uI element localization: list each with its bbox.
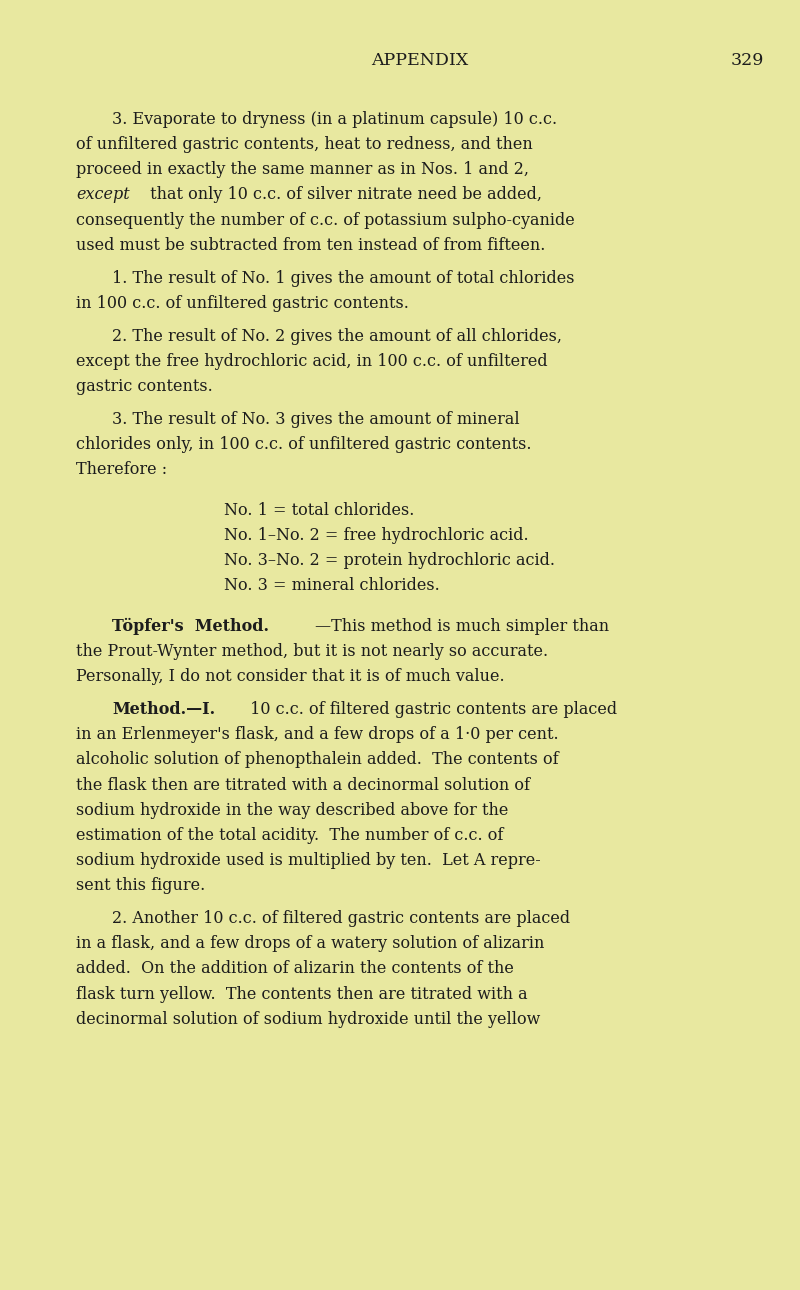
Text: 329: 329 xyxy=(730,52,764,68)
Text: chlorides only, in 100 c.c. of unfiltered gastric contents.: chlorides only, in 100 c.c. of unfiltere… xyxy=(76,436,531,453)
Text: that only 10 c.c. of silver nitrate need be added,: that only 10 c.c. of silver nitrate need… xyxy=(145,186,542,204)
Text: 2. Another 10 c.c. of filtered gastric contents are placed: 2. Another 10 c.c. of filtered gastric c… xyxy=(112,909,570,928)
Text: sodium hydroxide used is multiplied by ten.  Let A repre-: sodium hydroxide used is multiplied by t… xyxy=(76,851,541,869)
Text: APPENDIX: APPENDIX xyxy=(371,52,469,68)
Text: Method.—I.: Method.—I. xyxy=(112,700,215,719)
Text: No. 1–No. 2 = free hydrochloric acid.: No. 1–No. 2 = free hydrochloric acid. xyxy=(224,526,529,544)
Text: 3. Evaporate to dryness (in a platinum capsule) 10 c.c.: 3. Evaporate to dryness (in a platinum c… xyxy=(112,111,557,128)
Text: Töpfer's  Method.: Töpfer's Method. xyxy=(112,618,269,635)
Text: added.  On the addition of alizarin the contents of the: added. On the addition of alizarin the c… xyxy=(76,960,514,978)
Text: gastric contents.: gastric contents. xyxy=(76,378,213,395)
Text: flask turn yellow.  The contents then are titrated with a: flask turn yellow. The contents then are… xyxy=(76,986,528,1002)
Text: sent this figure.: sent this figure. xyxy=(76,877,206,894)
Text: except the free hydrochloric acid, in 100 c.c. of unfiltered: except the free hydrochloric acid, in 10… xyxy=(76,352,548,370)
Text: the Prout-Wynter method, but it is not nearly so accurate.: the Prout-Wynter method, but it is not n… xyxy=(76,642,548,660)
Text: estimation of the total acidity.  The number of c.c. of: estimation of the total acidity. The num… xyxy=(76,827,503,844)
Text: 1. The result of No. 1 gives the amount of total chlorides: 1. The result of No. 1 gives the amount … xyxy=(112,270,574,286)
Text: No. 3–No. 2 = protein hydrochloric acid.: No. 3–No. 2 = protein hydrochloric acid. xyxy=(224,552,555,569)
Text: —This method is much simpler than: —This method is much simpler than xyxy=(314,618,609,635)
Text: in an Erlenmeyer's flask, and a few drops of a 1·0 per cent.: in an Erlenmeyer's flask, and a few drop… xyxy=(76,726,558,743)
Text: No. 1 = total chlorides.: No. 1 = total chlorides. xyxy=(224,502,414,519)
Text: consequently the number of c.c. of potassium sulpho-cyanide: consequently the number of c.c. of potas… xyxy=(76,212,574,228)
Text: the flask then are titrated with a decinormal solution of: the flask then are titrated with a decin… xyxy=(76,777,530,793)
Text: alcoholic solution of phenopthalein added.  The contents of: alcoholic solution of phenopthalein adde… xyxy=(76,751,558,769)
Text: 3. The result of No. 3 gives the amount of mineral: 3. The result of No. 3 gives the amount … xyxy=(112,410,520,428)
Text: except: except xyxy=(76,186,130,204)
Text: 2. The result of No. 2 gives the amount of all chlorides,: 2. The result of No. 2 gives the amount … xyxy=(112,328,562,344)
Text: No. 3 = mineral chlorides.: No. 3 = mineral chlorides. xyxy=(224,577,440,595)
Text: sodium hydroxide in the way described above for the: sodium hydroxide in the way described ab… xyxy=(76,801,508,819)
Text: 10 c.c. of filtered gastric contents are placed: 10 c.c. of filtered gastric contents are… xyxy=(245,700,617,719)
Text: Therefore :: Therefore : xyxy=(76,461,167,479)
Text: Personally, I do not consider that it is of much value.: Personally, I do not consider that it is… xyxy=(76,668,505,685)
Text: in 100 c.c. of unfiltered gastric contents.: in 100 c.c. of unfiltered gastric conten… xyxy=(76,294,409,312)
Text: decinormal solution of sodium hydroxide until the yellow: decinormal solution of sodium hydroxide … xyxy=(76,1010,540,1028)
Text: used must be subtracted from ten instead of from fifteen.: used must be subtracted from ten instead… xyxy=(76,237,546,254)
Text: in a flask, and a few drops of a watery solution of alizarin: in a flask, and a few drops of a watery … xyxy=(76,935,544,952)
Text: of unfiltered gastric contents, heat to redness, and then: of unfiltered gastric contents, heat to … xyxy=(76,137,533,154)
Text: proceed in exactly the same manner as in Nos. 1 and 2,: proceed in exactly the same manner as in… xyxy=(76,161,529,178)
